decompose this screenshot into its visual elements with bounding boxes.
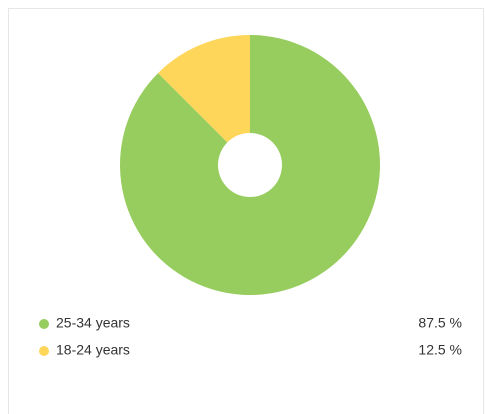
legend-label: 18-24 years: [56, 342, 130, 358]
donut-chart: [119, 35, 380, 295]
legend-label: 25-34 years: [56, 315, 130, 331]
value-label: 87.5 %: [418, 315, 462, 331]
legend: 25-34 years 87.5 % 18-24 years 12.5 %: [39, 315, 462, 358]
legend-swatch: [39, 346, 49, 356]
legend-swatch: [39, 319, 49, 329]
slice: [158, 35, 250, 143]
value-label: 12.5 %: [418, 342, 462, 358]
slice: [119, 35, 380, 295]
